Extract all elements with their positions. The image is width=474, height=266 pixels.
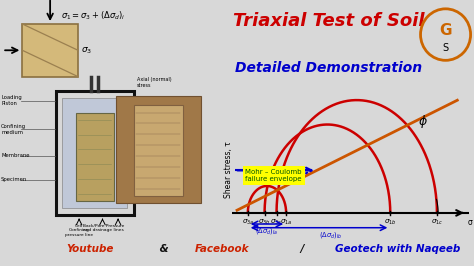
Text: &: & (156, 244, 172, 254)
Text: Triaxial Test of Soil: Triaxial Test of Soil (233, 12, 424, 30)
Text: Geotech with Naqeeb: Geotech with Naqeeb (335, 244, 460, 254)
Text: Facebook: Facebook (194, 244, 249, 254)
Text: ϕ: ϕ (419, 115, 427, 128)
Bar (22, 24, 78, 77)
Bar (56, 91, 134, 215)
Text: /: / (297, 244, 308, 254)
Text: Detailed Demonstration: Detailed Demonstration (235, 61, 422, 75)
Bar (116, 96, 201, 203)
Text: $\sigma_3$: $\sigma_3$ (82, 45, 92, 56)
Text: $(\Delta\sigma_d)_{Ib}$: $(\Delta\sigma_d)_{Ib}$ (319, 230, 343, 240)
Text: Cell
Confining
pressure line: Cell Confining pressure line (65, 224, 93, 237)
Text: $\sigma_{3b}$: $\sigma_{3b}$ (258, 218, 271, 227)
Text: S: S (443, 43, 448, 53)
Text: $\sigma_1 = \sigma_3 + (\Delta\sigma_d)_i$: $\sigma_1 = \sigma_3 + (\Delta\sigma_d)_… (61, 10, 126, 22)
Text: Loading
Piston: Loading Piston (1, 95, 22, 106)
Text: $\sigma_{1c}$: $\sigma_{1c}$ (431, 218, 443, 227)
Text: Mohr – Coulomb
failure envelope: Mohr – Coulomb failure envelope (246, 169, 302, 182)
Text: Shear stress, τ: Shear stress, τ (224, 141, 233, 197)
Text: σ or σ′: σ or σ′ (468, 218, 474, 227)
Text: $\sigma_{1a}$: $\sigma_{1a}$ (280, 218, 292, 227)
Text: Membrane: Membrane (1, 153, 29, 158)
Text: $\sigma_{3c}$: $\sigma_{3c}$ (270, 218, 283, 227)
Bar (76, 113, 114, 201)
Text: $\sigma_{1b}$: $\sigma_{1b}$ (384, 218, 397, 227)
Text: Back/Pore Pressure
and drainage lines: Back/Pore Pressure and drainage lines (83, 224, 124, 232)
Text: Youtube: Youtube (66, 244, 114, 254)
Text: Confining
medium: Confining medium (1, 124, 26, 135)
Text: Specimen: Specimen (1, 177, 27, 182)
Text: $(\Delta\sigma_d)_{Ia}$: $(\Delta\sigma_d)_{Ia}$ (255, 226, 279, 236)
Text: Axial (normal)
stress: Axial (normal) stress (137, 77, 172, 88)
Bar (134, 105, 182, 196)
Text: $\sigma_{3a}$: $\sigma_{3a}$ (242, 218, 254, 227)
Text: G: G (439, 23, 452, 38)
Bar (63, 98, 127, 208)
